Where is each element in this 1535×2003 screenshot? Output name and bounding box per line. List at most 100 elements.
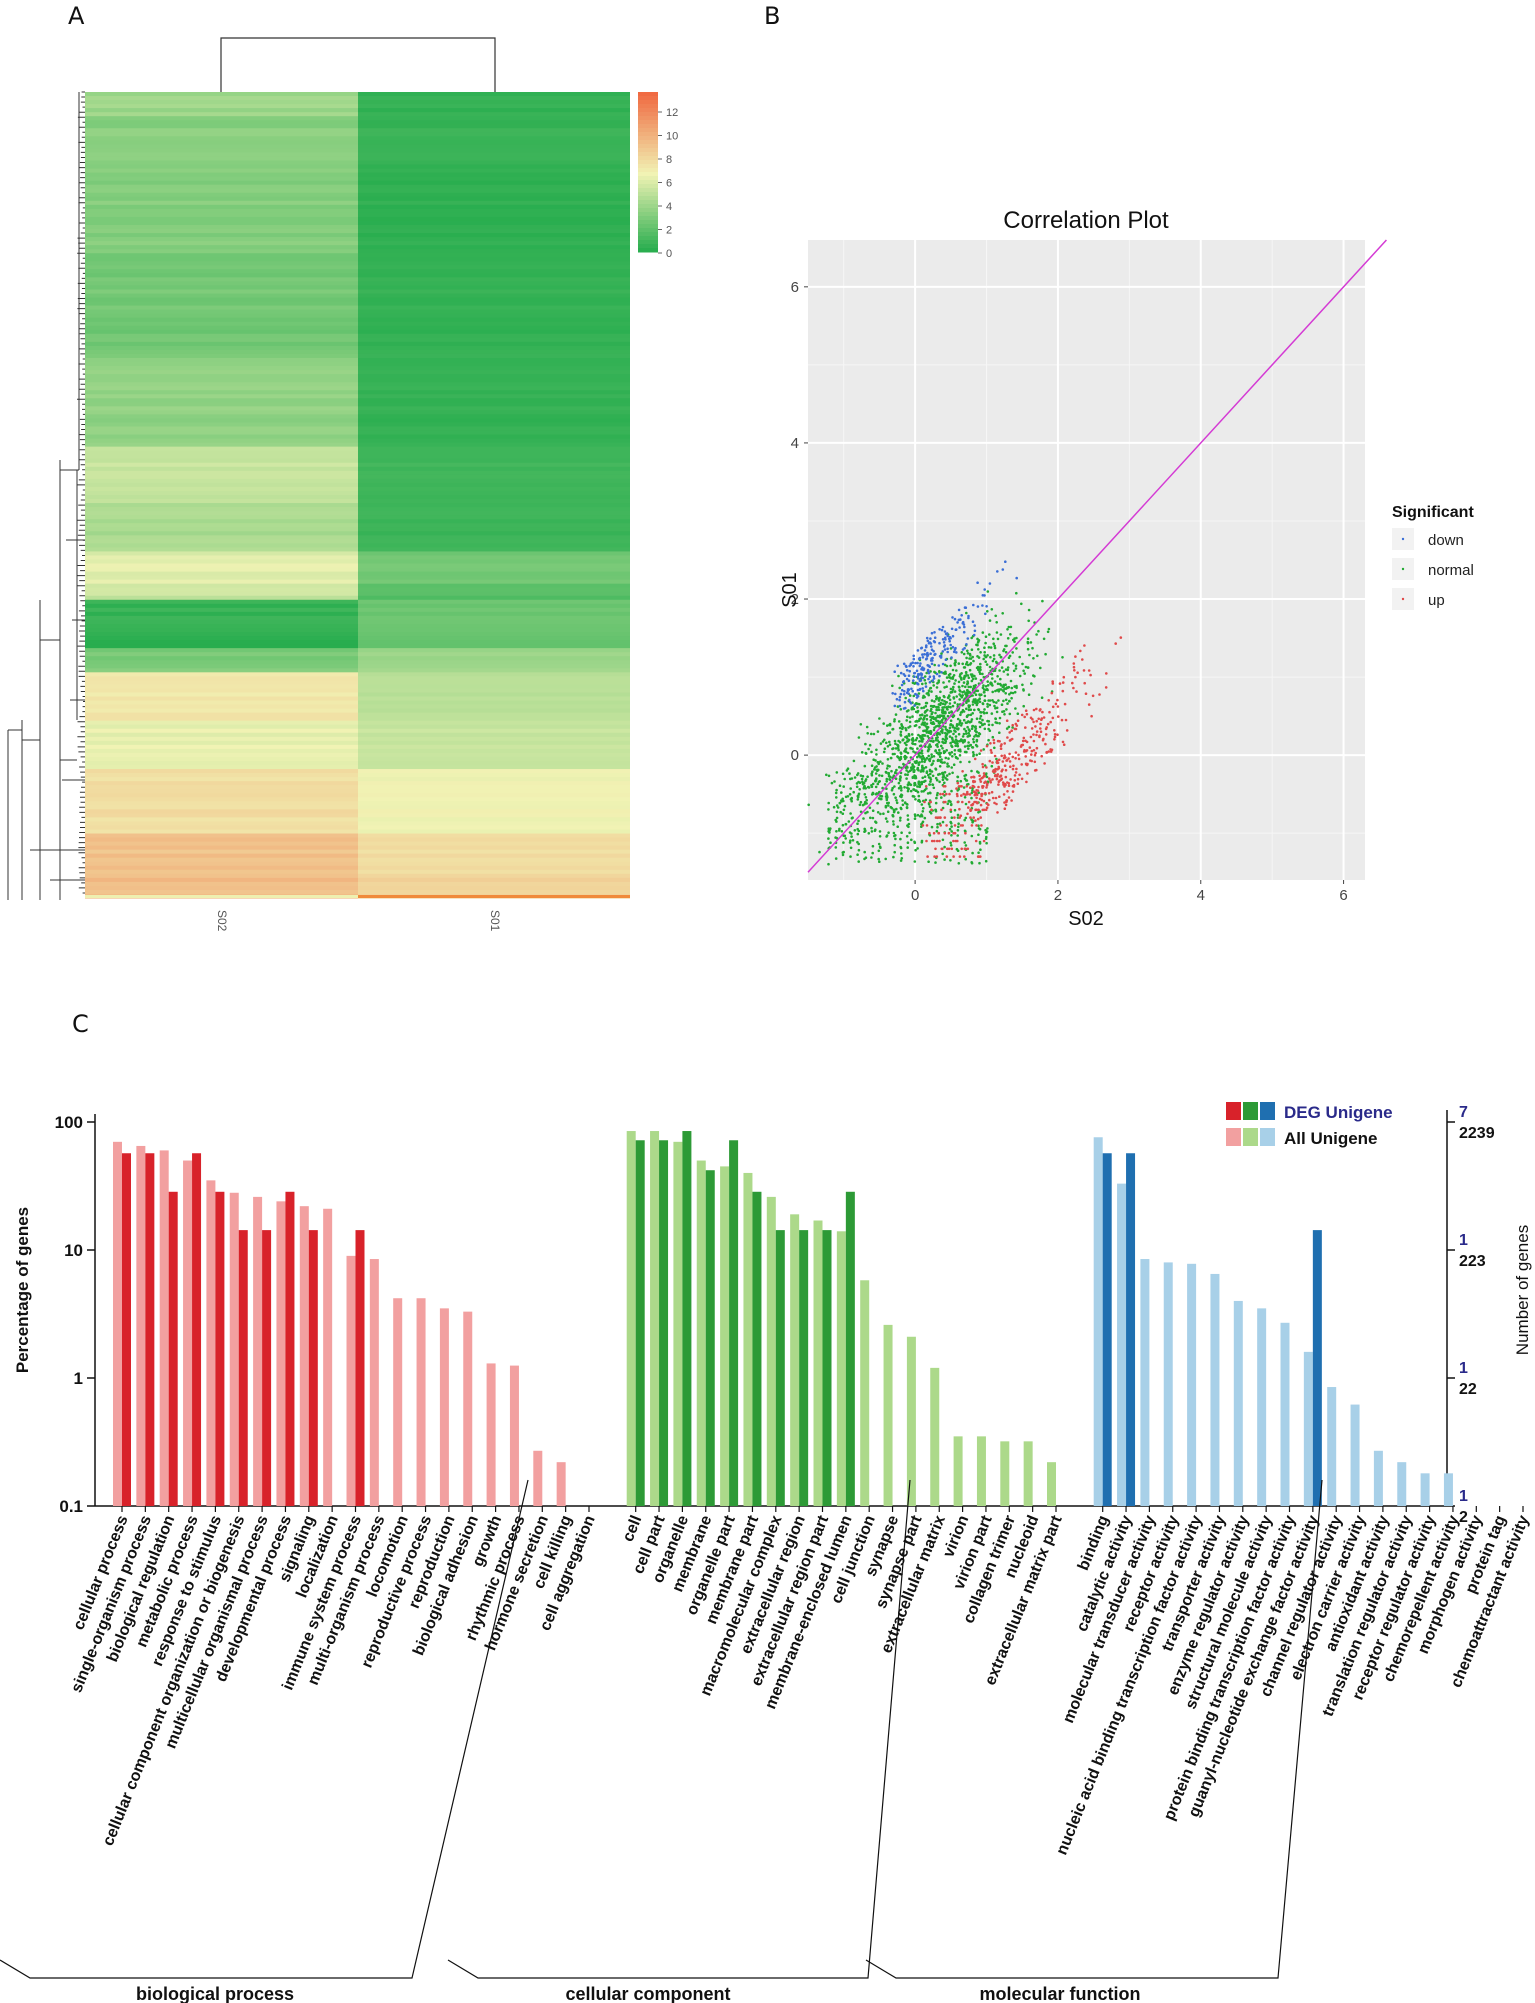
bar-all — [276, 1201, 286, 1506]
colorbar-tick-label: 12 — [666, 107, 678, 119]
legend-label-all: All Unigene — [1284, 1129, 1378, 1148]
bar-all — [930, 1367, 940, 1506]
legend-swatch-deg-mf — [1260, 1102, 1275, 1120]
bar-deg — [168, 1191, 178, 1506]
bar-deg — [775, 1230, 785, 1506]
go-y-axis-label-left: Percentage of genes — [13, 1207, 32, 1373]
bar-all — [1210, 1273, 1220, 1506]
bar-all — [323, 1208, 333, 1506]
bar-all — [369, 1259, 379, 1506]
bar-deg — [285, 1191, 295, 1506]
bar-all — [1117, 1183, 1127, 1506]
bar-deg — [145, 1153, 155, 1506]
bar-all — [1163, 1262, 1173, 1506]
bar-all — [813, 1220, 823, 1506]
legend-swatch-all-bp — [1226, 1128, 1241, 1146]
go-classification-chart: 100 10 1 0.1 7 2239 1 223 1 22 1 2 cellular process… — [0, 1102, 1533, 2003]
bar-all — [790, 1214, 800, 1506]
go-left-tick: 1 — [74, 1369, 83, 1388]
bar-all — [836, 1231, 846, 1506]
bar-deg — [262, 1230, 272, 1506]
bar-all — [136, 1145, 146, 1506]
bar-all — [696, 1160, 706, 1506]
bar-all — [1373, 1450, 1383, 1506]
go-bars — [113, 1131, 1453, 1506]
colorbar-tick-label: 4 — [666, 201, 672, 213]
legend-key-down — [1401, 537, 1405, 541]
go-y-axis-label-right: Number of genes — [1513, 1225, 1532, 1355]
bar-deg — [845, 1191, 855, 1506]
bar-deg — [635, 1140, 645, 1506]
bar-all — [463, 1311, 473, 1506]
bar-all — [299, 1206, 309, 1506]
bar-deg — [192, 1153, 202, 1506]
legend-label-up: up — [1428, 592, 1445, 609]
scatter-y-tick: 0 — [791, 747, 799, 764]
bar-all — [556, 1462, 566, 1506]
bar-all — [1023, 1441, 1033, 1506]
bar-deg — [1102, 1153, 1112, 1506]
bar-all — [206, 1180, 216, 1506]
scatter-legend: Significant down normal up — [1392, 504, 1474, 610]
scatter-y-tick: 4 — [791, 435, 799, 452]
legend-swatch-deg-cc — [1243, 1102, 1258, 1120]
colorbar-tick-label: 0 — [666, 248, 672, 260]
bar-all — [1093, 1137, 1103, 1506]
scatter-x-tick: 4 — [1197, 887, 1205, 904]
heatmap-colorbar: 12 10 8 6 4 2 0 — [638, 92, 678, 260]
go-axes: 100 10 1 0.1 7 2239 1 223 1 22 1 2 — [55, 1104, 1495, 1526]
bar-all — [953, 1436, 963, 1506]
bar-all — [626, 1131, 636, 1506]
go-group-label: cellular component — [565, 1984, 730, 2003]
bar-all — [1397, 1462, 1407, 1506]
panel-label-b: B — [764, 2, 781, 30]
scatter-x-tick: 6 — [1339, 887, 1347, 904]
bar-deg — [659, 1140, 669, 1506]
go-right-tick-all: 2 — [1459, 1509, 1468, 1526]
go-left-tick: 0.1 — [59, 1497, 83, 1516]
bar-all — [159, 1150, 169, 1506]
bar-all — [1140, 1259, 1150, 1506]
colorbar-tick-label: 2 — [666, 225, 672, 237]
bar-all — [1280, 1322, 1290, 1506]
go-left-tick: 10 — [64, 1241, 83, 1260]
legend-swatch-all-cc — [1243, 1128, 1258, 1146]
bar-all — [393, 1298, 403, 1506]
scatter-plot-area — [808, 240, 1365, 880]
bar-deg — [122, 1153, 131, 1506]
bar-all — [533, 1450, 543, 1506]
correlation-plot: Correlation Plot 0 2 4 6 0 2 4 6 S02 S01 Signif… — [779, 207, 1474, 930]
go-group-label: molecular function — [979, 1984, 1140, 2003]
heatmap-cells — [85, 92, 630, 899]
legend-label-deg: DEG Unigene — [1284, 1103, 1393, 1122]
bar-all — [439, 1308, 449, 1506]
heatmap-panel: 12 10 8 6 4 2 0 S02 S01 — [7, 37, 678, 932]
bar-all — [883, 1324, 893, 1506]
legend-label-normal: normal — [1428, 562, 1474, 579]
scatter-points — [807, 239, 1387, 873]
scatter-y-tick: 6 — [791, 279, 799, 296]
bar-all — [1303, 1351, 1313, 1506]
bar-all — [673, 1141, 683, 1506]
bar-deg — [238, 1230, 248, 1506]
bar-all — [720, 1166, 730, 1506]
bar-deg — [822, 1230, 832, 1506]
heatmap-column-label-s02: S02 — [215, 910, 229, 932]
scatter-axes: 0 2 4 6 0 2 4 6 — [791, 279, 1348, 904]
scatter-y-axis-label: S01 — [779, 572, 801, 608]
bar-all — [509, 1365, 519, 1506]
heatmap-column-label-s01: S01 — [488, 910, 502, 932]
go-left-tick: 100 — [55, 1113, 83, 1132]
bar-all — [650, 1131, 660, 1506]
bar-deg — [799, 1230, 809, 1506]
colorbar-tick-label: 10 — [666, 131, 678, 143]
bar-all — [253, 1196, 263, 1506]
bar-deg — [215, 1191, 225, 1506]
bar-deg — [355, 1230, 365, 1506]
legend-swatch-all-mf — [1260, 1128, 1275, 1146]
bar-all — [486, 1363, 496, 1506]
bar-all — [860, 1280, 870, 1506]
legend-key-up — [1401, 597, 1405, 601]
bar-deg — [752, 1191, 762, 1506]
bar-all — [1187, 1263, 1197, 1506]
